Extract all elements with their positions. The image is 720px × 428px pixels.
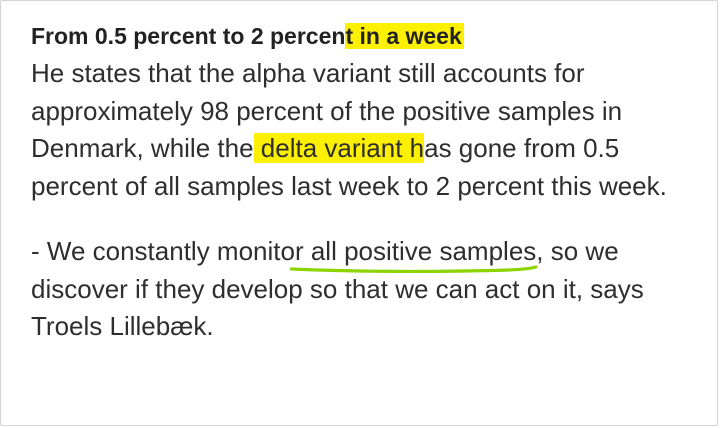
quote-text: - We constantly monito bbox=[31, 236, 295, 266]
paragraph-quote: - We constantly monitor all positive sam… bbox=[31, 233, 703, 346]
article-excerpt: From 0.5 percent to 2 percent in a week … bbox=[31, 19, 703, 346]
paragraph-quote-context: He states that the alpha variant still a… bbox=[31, 55, 703, 205]
heading-text: From 0.5 percent to 2 percen bbox=[31, 23, 346, 49]
paragraph-text-continued: as gone from 0.5 percent of all samples … bbox=[31, 133, 667, 201]
section-heading: From 0.5 percent to 2 percent in a week bbox=[31, 19, 703, 53]
heading-highlight: t in a week bbox=[345, 23, 464, 49]
quote-text-continued: , so we discover if they develop so that… bbox=[31, 236, 644, 341]
underlined-phrase: r all positive samples bbox=[295, 236, 536, 266]
underlined-text: r all positive samples bbox=[294, 236, 537, 266]
text-highlight: delta variant h bbox=[253, 133, 425, 163]
paragraph-text: He states that the alpha variant still a… bbox=[31, 58, 623, 163]
